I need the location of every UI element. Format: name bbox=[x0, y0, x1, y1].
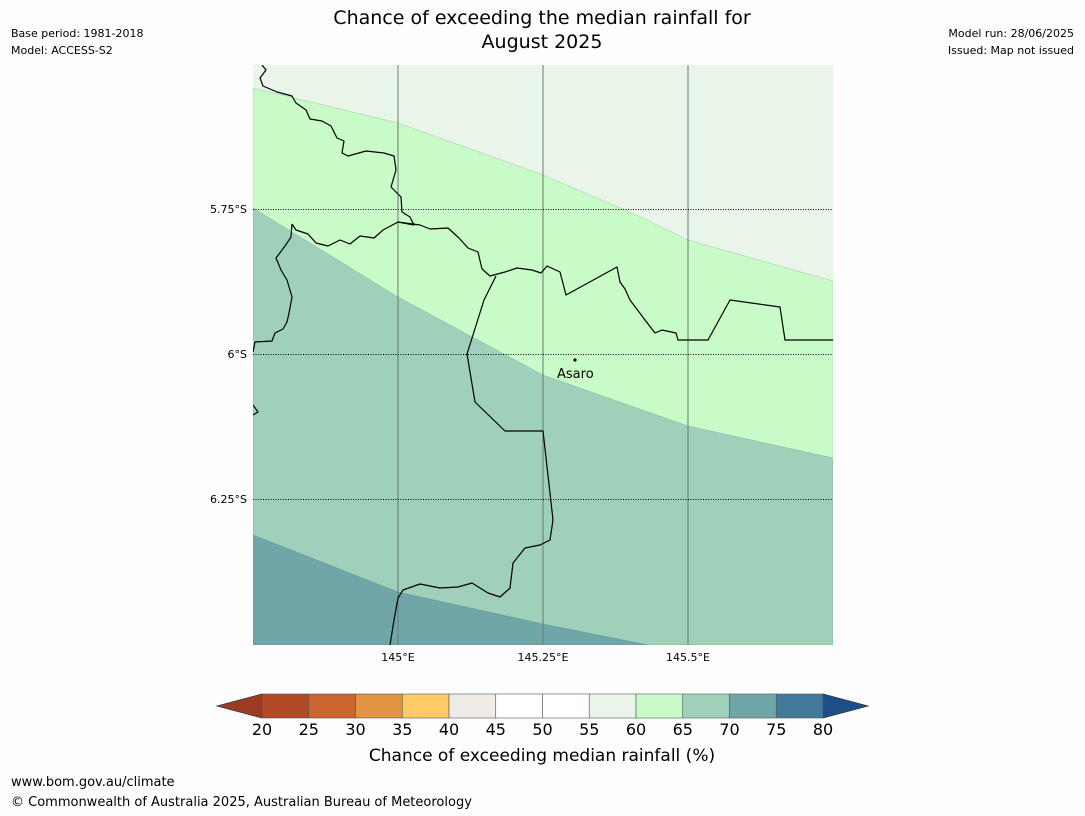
colorbar-cell-25-30 bbox=[308, 693, 356, 719]
colorbar-cell-50-55 bbox=[542, 693, 590, 719]
colorbar-cell-55-60 bbox=[588, 693, 637, 719]
colorbar-cell-60-65 bbox=[635, 693, 684, 719]
colorbar-tick-65: 65 bbox=[673, 720, 693, 739]
longitude-labels: 145°E 145.25°E 145.5°E bbox=[381, 651, 710, 664]
model-text: Model: ACCESS-S2 bbox=[11, 44, 113, 57]
colorbar-cell-30-35 bbox=[355, 693, 403, 719]
boundary-north bbox=[259, 65, 415, 247]
lat-label-6-25: 6.25°S bbox=[210, 493, 247, 506]
band-70-75 bbox=[253, 534, 649, 645]
issued-text: Issued: Map not issued bbox=[947, 44, 1074, 57]
boundary-east-central bbox=[397, 221, 833, 341]
boundary-central bbox=[389, 275, 554, 645]
asaro-marker bbox=[573, 358, 577, 362]
colorbar-tick-70: 70 bbox=[719, 720, 739, 739]
map-title: Chance of exceeding the median rainfall … bbox=[242, 6, 842, 54]
title-line-1: Chance of exceeding the median rainfall … bbox=[333, 7, 751, 29]
asaro-label: Asaro bbox=[557, 367, 594, 382]
colorbar-under-arrow bbox=[215, 693, 263, 719]
colorbar-tick-30: 30 bbox=[345, 720, 365, 739]
colorbar-tick-80: 80 bbox=[813, 720, 833, 739]
colorbar-cell-35-40 bbox=[401, 693, 450, 719]
colorbar-over-arrow bbox=[822, 693, 870, 719]
colorbar-tick-45: 45 bbox=[486, 720, 506, 739]
lon-label-145-25: 145.25°E bbox=[518, 651, 569, 664]
province-boundaries bbox=[253, 65, 833, 645]
colorbar-cell-45-50 bbox=[495, 693, 543, 719]
colorbar-tick-25: 25 bbox=[299, 720, 319, 739]
colorbar-cell-75-80 bbox=[775, 693, 824, 719]
colorbar-cells bbox=[261, 693, 824, 719]
base-period-text: Base period: 1981-2018 bbox=[11, 27, 144, 40]
model-run-text: Model run: 28/06/2025 bbox=[948, 27, 1074, 40]
latitude-labels: 5.75°S 6°S 6.25°S bbox=[210, 203, 247, 506]
colorbar-cell-20-25 bbox=[261, 693, 310, 719]
colorbar: 20 25 30 35 40 45 50 55 60 65 70 75 80 Chance of exc… bbox=[215, 693, 870, 766]
lat-label-6: 6°S bbox=[228, 348, 247, 361]
colorbar-label: Chance of exceeding median rainfall (%) bbox=[369, 746, 715, 766]
lat-label-5-75: 5.75°S bbox=[210, 203, 247, 216]
footer-copyright: © Commonwealth of Australia 2025, Austra… bbox=[11, 795, 472, 810]
colorbar-tick-75: 75 bbox=[766, 720, 786, 739]
map-area: Asaro bbox=[253, 65, 833, 645]
colorbar-cell-70-75 bbox=[729, 693, 777, 719]
colorbar-tick-35: 35 bbox=[392, 720, 412, 739]
colorbar-tick-labels: 20 25 30 35 40 45 50 55 60 65 70 75 80 bbox=[252, 720, 833, 739]
colorbar-cell-65-70 bbox=[682, 693, 730, 719]
boundary-west bbox=[253, 223, 293, 353]
lon-label-145-5: 145.5°E bbox=[666, 651, 710, 664]
boundary-west-stub bbox=[253, 404, 259, 416]
metadata-right: Model run: 28/06/2025 Issued: Map not is… bbox=[948, 25, 1074, 59]
colorbar-tick-55: 55 bbox=[579, 720, 599, 739]
colorbar-tick-60: 60 bbox=[626, 720, 646, 739]
metadata-left: Base period: 1981-2018 Model: ACCESS-S2 bbox=[11, 25, 143, 59]
footer-url: www.bom.gov.au/climate bbox=[11, 775, 175, 790]
colorbar-cell-40-45 bbox=[448, 693, 497, 719]
colorbar-tick-50: 50 bbox=[532, 720, 552, 739]
colorbar-tick-40: 40 bbox=[439, 720, 459, 739]
parallel-lines bbox=[253, 209, 833, 500]
title-line-2: August 2025 bbox=[481, 31, 603, 53]
colorbar-tick-20: 20 bbox=[252, 720, 272, 739]
lon-label-145: 145°E bbox=[381, 651, 414, 664]
